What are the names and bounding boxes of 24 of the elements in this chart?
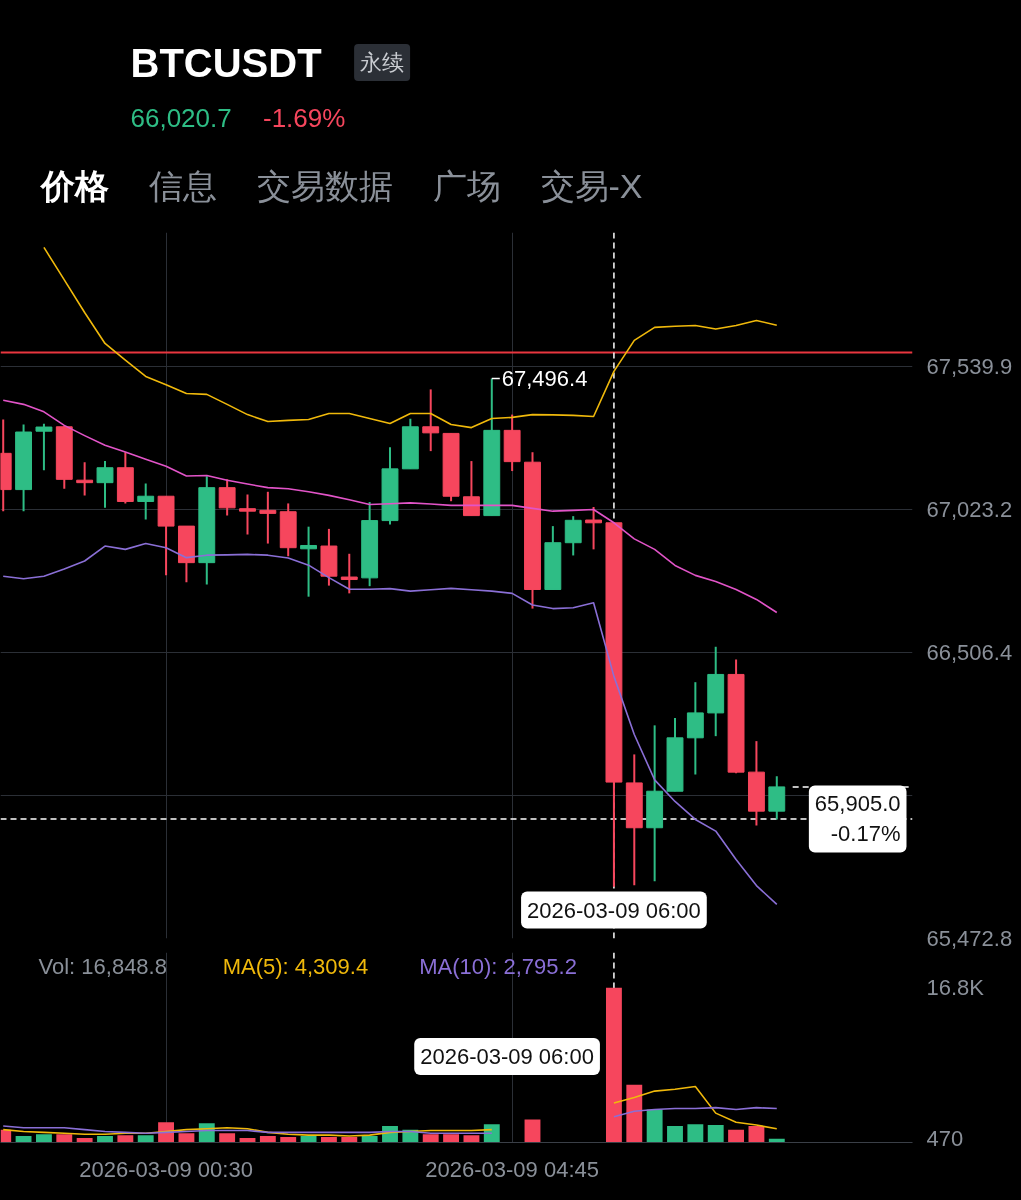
ref-line-label: 2026-03-09 06:00 — [420, 1044, 594, 1069]
y-tick-label: 16.8K — [926, 975, 985, 1001]
text: 永续 — [360, 50, 405, 75]
ref-line-label: 65,905.0 -0.17% — [814, 791, 901, 847]
y-tick-label: 67,023.2 — [926, 496, 1013, 522]
text: 广场 — [432, 166, 501, 205]
x-tick-label: 2026-03-09 00:30 — [79, 1156, 253, 1182]
text: 信息 — [148, 166, 217, 205]
text: 66,020.7 — [130, 102, 232, 133]
text: 价格 — [38, 166, 109, 205]
x-tick-label: 2026-03-09 04:45 — [425, 1156, 599, 1182]
y-tick-label: 470 — [926, 1125, 964, 1151]
annotation: 67,496.4 — [501, 366, 588, 391]
text: -1.69% — [262, 102, 346, 133]
text: 交易-X — [540, 166, 643, 205]
y-tick-label: 67,539.9 — [926, 353, 1013, 379]
annotation: Vol: 16,848.8 — [38, 954, 167, 979]
chart-title: BTCUSDT — [130, 40, 322, 85]
y-tick-label: 65,472.8 — [926, 926, 1013, 951]
y-tick-label: 66,506.4 — [926, 639, 1013, 665]
text: MA(10): 2,795.2 — [419, 954, 577, 979]
text: MA(5): 4,309.4 — [222, 954, 369, 979]
ref-line-label: 2026-03-09 06:00 — [527, 897, 701, 923]
text: 交易数据 — [256, 166, 393, 205]
